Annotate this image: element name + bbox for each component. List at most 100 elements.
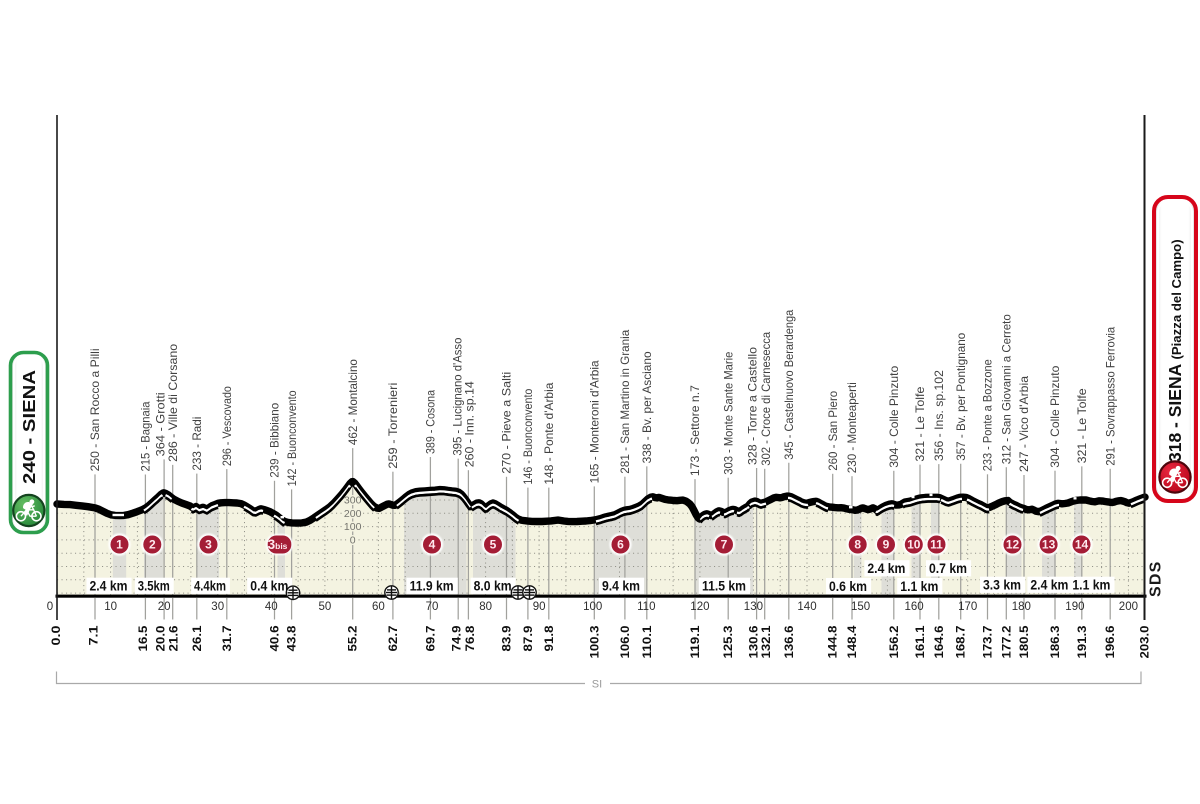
svg-text:50: 50 (319, 601, 332, 613)
svg-text:10: 10 (104, 601, 117, 613)
svg-text:260 - Inn. sp.14: 260 - Inn. sp.14 (463, 381, 477, 467)
svg-text:395 - Lucignano d'Asso: 395 - Lucignano d'Asso (450, 337, 464, 455)
svg-text:11: 11 (930, 538, 943, 552)
svg-text:144.8: 144.8 (826, 625, 840, 658)
svg-text:203.0: 203.0 (1138, 625, 1152, 658)
svg-text:338 - Bv. per Asciano: 338 - Bv. per Asciano (640, 351, 654, 463)
svg-text:239 - Bibbiano: 239 - Bibbiano (268, 402, 282, 477)
svg-text:156.2: 156.2 (887, 625, 901, 658)
svg-text:110: 110 (637, 601, 655, 613)
svg-text:76.8: 76.8 (463, 625, 477, 651)
svg-text:7.1: 7.1 (87, 625, 101, 645)
svg-text:2.4 km: 2.4 km (1030, 578, 1068, 593)
svg-text:11.9 km: 11.9 km (410, 579, 454, 594)
svg-text:26.1: 26.1 (190, 625, 204, 651)
svg-text:119.1: 119.1 (688, 625, 702, 658)
svg-text:161.1: 161.1 (913, 625, 927, 658)
svg-text:20: 20 (158, 601, 171, 613)
svg-text:6: 6 (617, 538, 624, 552)
svg-text:3.5km: 3.5km (138, 579, 170, 594)
svg-text:291 - Sovrappasso Ferrovia: 291 - Sovrappasso Ferrovia (1103, 326, 1117, 465)
svg-text:364 - Grotti: 364 - Grotti (153, 392, 167, 456)
svg-text:8.0 km: 8.0 km (474, 579, 512, 594)
svg-text:5: 5 (490, 538, 497, 552)
svg-text:130: 130 (744, 601, 763, 613)
svg-text:0: 0 (350, 534, 356, 546)
svg-text:168.7: 168.7 (954, 625, 968, 658)
svg-text:87.9: 87.9 (521, 625, 535, 651)
svg-text:11.5 km: 11.5 km (702, 579, 746, 594)
svg-text:296 - Vescovado: 296 - Vescovado (220, 386, 234, 466)
svg-text:328 - Torre a Castello: 328 - Torre a Castello (745, 347, 759, 465)
svg-text:173.7: 173.7 (981, 625, 995, 658)
svg-text:357 - Bv. per Pontignano: 357 - Bv. per Pontignano (954, 332, 968, 460)
svg-text:20.0: 20.0 (154, 625, 168, 651)
svg-text:164.6: 164.6 (932, 625, 946, 658)
svg-text:462 - Montalcino: 462 - Montalcino (346, 359, 360, 445)
svg-text:200: 200 (344, 508, 362, 520)
svg-text:132.1: 132.1 (759, 625, 773, 658)
svg-text:40.6: 40.6 (268, 625, 282, 651)
svg-text:180: 180 (1012, 601, 1031, 613)
svg-text:1.1 km: 1.1 km (1072, 578, 1110, 593)
svg-text:125.3: 125.3 (721, 625, 735, 658)
svg-text:90: 90 (533, 601, 546, 613)
svg-text:70: 70 (426, 601, 439, 613)
svg-text:21.6: 21.6 (167, 625, 181, 651)
svg-text:3.3 km: 3.3 km (983, 578, 1021, 593)
svg-text:7: 7 (721, 538, 728, 552)
svg-text:14: 14 (1075, 538, 1089, 552)
svg-text:12: 12 (1006, 538, 1020, 552)
svg-text:318 - SIENA (Piazza del Campo): 318 - SIENA (Piazza del Campo) (1165, 239, 1185, 462)
svg-text:0.6 km: 0.6 km (829, 579, 867, 594)
svg-text:148.4: 148.4 (845, 625, 859, 658)
svg-text:240 - SIENA: 240 - SIENA (19, 370, 39, 484)
svg-text:100.3: 100.3 (587, 625, 601, 658)
svg-text:SI: SI (592, 679, 602, 691)
svg-text:250 - San Rocco a Pilli: 250 - San Rocco a Pilli (88, 348, 102, 471)
svg-text:196.6: 196.6 (1103, 625, 1117, 658)
svg-text:31.7: 31.7 (220, 625, 234, 651)
svg-text:170: 170 (958, 601, 977, 613)
svg-text:40: 40 (265, 601, 278, 613)
svg-text:2.4 km: 2.4 km (90, 579, 128, 594)
svg-text:180.5: 180.5 (1017, 625, 1031, 658)
svg-text:91.8: 91.8 (542, 625, 556, 651)
svg-text:2.4 km: 2.4 km (867, 561, 905, 576)
svg-text:200: 200 (1119, 601, 1138, 613)
svg-text:150: 150 (851, 601, 870, 613)
svg-text:281 - San Martino in Grania: 281 - San Martino in Grania (618, 329, 632, 473)
svg-text:389 - Cosona: 389 - Cosona (424, 390, 438, 454)
svg-text:100: 100 (344, 521, 362, 533)
svg-text:60: 60 (372, 601, 385, 613)
svg-text:312 - San Giovanni a Cerreto: 312 - San Giovanni a Cerreto (1000, 314, 1014, 464)
svg-text:233 - Ponte a Bozzone: 233 - Ponte a Bozzone (981, 359, 995, 471)
svg-text:190: 190 (1065, 601, 1084, 613)
svg-text:0.0: 0.0 (49, 625, 63, 645)
svg-text:4.4km: 4.4km (194, 579, 226, 594)
svg-text:142 - Buonconvento: 142 - Buonconvento (285, 390, 299, 486)
svg-text:304 - Colle Pinzuto: 304 - Colle Pinzuto (1048, 365, 1062, 467)
svg-text:321 - Le Tolfe: 321 - Le Tolfe (913, 386, 927, 461)
svg-text:304 - Colle Pinzuto: 304 - Colle Pinzuto (887, 365, 901, 467)
svg-text:43.8: 43.8 (285, 625, 299, 651)
svg-text:30: 30 (211, 601, 224, 613)
svg-text:16.5: 16.5 (136, 625, 150, 651)
svg-text:SDS: SDS (1148, 561, 1165, 598)
svg-text:140: 140 (797, 601, 816, 613)
svg-text:259 - Torrenieri: 259 - Torrenieri (386, 383, 400, 469)
svg-text:69.7: 69.7 (423, 625, 437, 651)
svg-text:260 - San Piero: 260 - San Piero (826, 390, 840, 470)
svg-text:286 - Ville di Corsano: 286 - Ville di Corsano (166, 344, 180, 462)
svg-text:0.7 km: 0.7 km (929, 561, 967, 576)
svg-text:100: 100 (583, 601, 602, 613)
svg-text:80: 80 (479, 601, 492, 613)
svg-text:3: 3 (205, 538, 212, 552)
svg-text:74.9: 74.9 (449, 625, 463, 651)
svg-text:110.1: 110.1 (640, 625, 654, 658)
svg-text:191.3: 191.3 (1075, 625, 1089, 658)
svg-text:345 - Castelnuovo Berardenga: 345 - Castelnuovo Berardenga (782, 309, 796, 459)
svg-text:321 - Le Tolfe: 321 - Le Tolfe (1075, 388, 1089, 463)
svg-text:270 - Pieve a Salti: 270 - Pieve a Salti (500, 372, 514, 474)
svg-text:136.6: 136.6 (782, 625, 796, 658)
